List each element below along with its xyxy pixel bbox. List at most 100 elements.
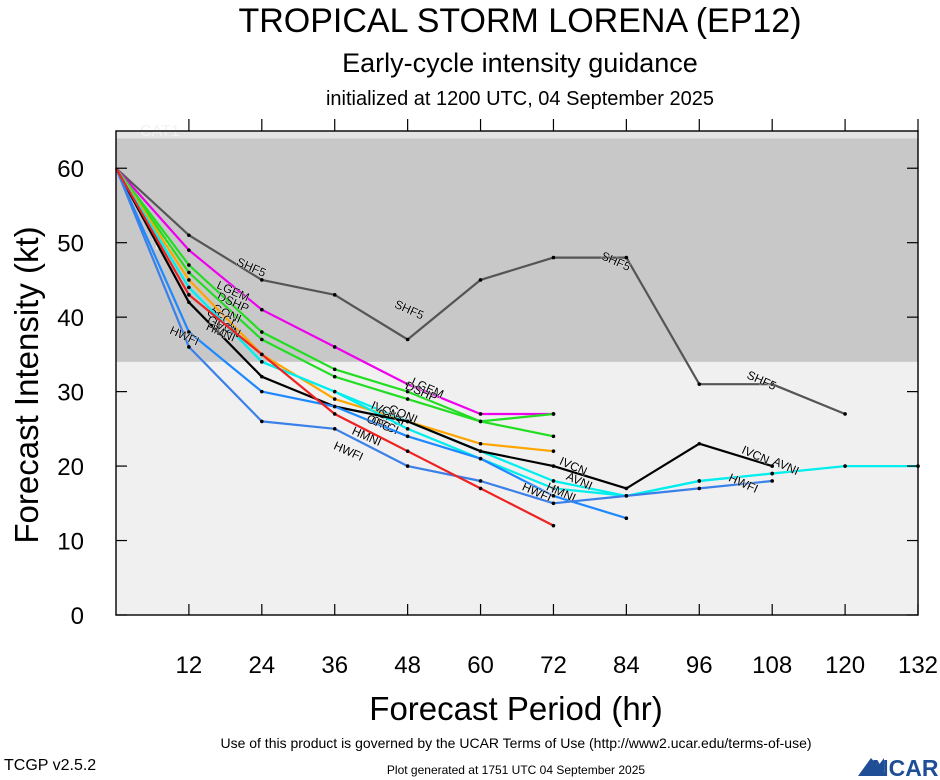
data-point-hwfi: [478, 479, 483, 483]
chart-title: TROPICAL STORM LORENA (EP12): [238, 2, 801, 40]
data-point-shf5: [260, 278, 264, 282]
data-point-hmni: [551, 494, 556, 498]
data-point-ofc: [551, 523, 556, 528]
data-point-hmni: [187, 330, 191, 334]
data-point-ofci: [187, 278, 191, 282]
y-tick-label: 20: [57, 454, 84, 481]
x-tick-label: 72: [540, 652, 567, 679]
y-axis-label: Forecast Intensity (kt): [8, 226, 45, 543]
series-line-hwfi: [114, 167, 773, 505]
x-tick-label: 84: [613, 652, 640, 679]
data-point-coni: [260, 337, 264, 342]
data-point-ivcn: [770, 464, 774, 468]
ncar-logo-icon: [858, 758, 884, 776]
x-axis-label: Forecast Period (hr): [369, 690, 662, 727]
data-point-shf5: [624, 255, 629, 260]
data-point-hwfi: [332, 427, 337, 431]
x-tick-label: 48: [394, 652, 421, 679]
data-point-shf5: [843, 412, 847, 416]
data-point-hwfi: [697, 486, 702, 491]
data-point-ofc: [405, 449, 410, 453]
data-point-shf5: [187, 233, 191, 238]
data-point-ivcn: [551, 464, 556, 468]
data-point-lgem: [332, 345, 337, 349]
data-point-lgem: [187, 248, 191, 252]
data-point-shf5: [770, 382, 774, 386]
ncar-logo: NCAR: [858, 755, 939, 780]
data-point-shf5: [697, 382, 702, 386]
data-point-ofc: [187, 293, 191, 297]
x-tick-label: 60: [467, 652, 494, 679]
data-point-shf5: [551, 255, 556, 260]
init-time: initialized at 1200 UTC, 04 September 20…: [326, 88, 714, 110]
x-tick-label: 108: [752, 652, 792, 679]
plot-frame: [115, 130, 919, 616]
y-tick-label: 0: [71, 603, 84, 630]
data-point-ivcn: [405, 419, 410, 424]
x-tick-label: 24: [248, 652, 275, 679]
data-point-dshp: [405, 389, 410, 394]
x-tick-label: 12: [176, 652, 203, 679]
data-point-hmni: [478, 456, 483, 461]
data-point-ivcn: [697, 441, 702, 446]
axes: 12 24 36 48 60 72 84 96 108 120 132 0 10 20 30 40 50 60: [57, 119, 938, 679]
chart-subtitle: Early-cycle intensity guidance: [342, 48, 698, 78]
data-point-avni: [770, 471, 774, 476]
data-point-lgem: [260, 307, 264, 312]
data-point-ivcn: [624, 486, 629, 491]
series-line-hmni: [114, 167, 627, 520]
data-point-lgem: [478, 412, 483, 416]
data-point-shf5: [478, 278, 483, 282]
data-point-ivcn: [478, 449, 483, 453]
data-point-gfsi: [843, 464, 847, 468]
ncar-logo-text: NCAR: [872, 755, 939, 780]
x-tick-label: 36: [321, 652, 348, 679]
data-point-dshp: [187, 263, 191, 267]
band-cat1: [116, 131, 918, 139]
generated-time: Plot generated at 1751 UTC 04 September …: [387, 763, 645, 777]
data-point-ofci: [332, 397, 337, 401]
data-point-avni: [332, 389, 337, 394]
data-point-hwfi: [551, 501, 556, 506]
data-point-avni: [697, 479, 702, 483]
data-point-shf5: [405, 337, 410, 342]
data-point-hmni: [405, 434, 410, 439]
data-point-avni: [551, 486, 556, 491]
data-point-ofci: [551, 449, 556, 453]
data-point-dshp: [260, 330, 264, 334]
data-point-coni: [405, 397, 410, 401]
data-point-coni: [478, 419, 483, 424]
data-point-hmni: [260, 389, 264, 394]
data-point-shf5: [332, 293, 337, 297]
x-tick-label: 120: [825, 652, 865, 679]
data-point-coni: [551, 434, 556, 439]
terms-of-use[interactable]: Use of this product is governed by the U…: [220, 735, 811, 751]
x-tick-label: 132: [898, 652, 938, 679]
y-tick-label: 10: [57, 529, 84, 556]
data-point-hwfi: [187, 345, 191, 349]
data-point-lgem: [405, 382, 410, 386]
data-point-dshp: [551, 412, 556, 416]
data-point-gfsi: [551, 479, 556, 483]
data-point-hwfi: [405, 464, 410, 468]
data-point-hwfi: [624, 494, 629, 498]
data-point-hwfi: [770, 479, 774, 483]
data-point-ofc: [332, 412, 337, 416]
y-tick-label: 40: [57, 305, 84, 332]
data-point-ofci: [478, 441, 483, 446]
data-point-hmni: [624, 516, 629, 520]
data-point-avni: [405, 427, 410, 431]
data-point-hmni: [332, 404, 337, 409]
data-point-ivcn: [260, 374, 264, 379]
data-point-coni: [187, 270, 191, 275]
version-label: TCGP v2.5.2: [4, 757, 96, 774]
data-point-avni: [187, 285, 191, 290]
data-point-hwfi: [260, 419, 264, 424]
y-tick-label: 50: [57, 231, 84, 258]
data-point-ofc: [478, 486, 483, 491]
data-point-dshp: [332, 367, 337, 372]
y-tick-label: 60: [57, 156, 84, 183]
data-point-ofc: [260, 352, 264, 357]
